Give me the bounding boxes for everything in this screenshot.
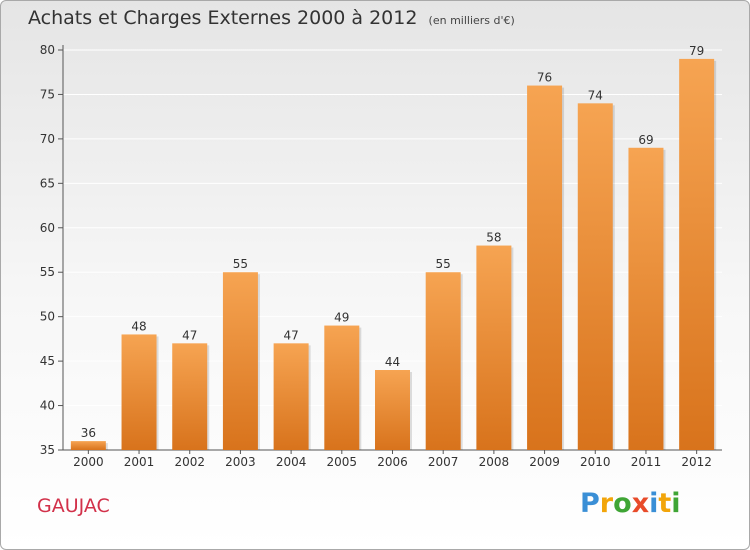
bar-value-label: 76 [537,71,552,85]
bar [375,370,410,450]
y-tick-label: 65 [40,176,55,190]
bar [324,325,360,450]
x-tick-label: 2008 [479,455,510,469]
x-tick-label: 2000 [73,455,104,469]
y-tick-label: 70 [40,132,55,146]
bar [476,245,512,450]
logo-letter: r [599,488,614,519]
bar [273,343,309,450]
x-tick-label: 2006 [377,455,408,469]
x-tick-label: 2003 [225,455,256,469]
bar-value-label: 79 [689,44,704,58]
x-tick-label: 2001 [124,455,155,469]
bar-value-label: 44 [385,355,400,369]
bar [222,272,258,450]
bar-value-label: 36 [81,426,96,440]
x-tick-label: 2007 [428,455,459,469]
y-tick-label: 60 [40,221,55,235]
bar [172,343,208,450]
bar [628,147,664,450]
x-tick-label: 2012 [681,455,712,469]
x-tick-label: 2005 [327,455,358,469]
chart-title: Achats et Charges Externes 2000 à 2012 [28,7,418,29]
bar-value-label: 47 [283,328,298,342]
y-tick-label: 80 [40,43,55,57]
bar-value-label: 49 [334,311,349,325]
y-tick-label: 40 [40,399,55,413]
bar-value-label: 74 [588,88,603,102]
title-row: Achats et Charges Externes 2000 à 2012 (… [28,7,515,29]
bar [679,58,715,451]
bar [527,85,563,451]
bar-value-label: 69 [638,133,653,147]
y-tick-label: 45 [40,354,55,368]
logo-letter: o [613,488,632,519]
bar [425,272,461,450]
bar [577,103,613,450]
logo-letter: i [671,488,681,519]
y-tick-label: 75 [40,87,55,101]
bar [70,441,106,450]
unit-note: (en milliers d'€) [428,14,515,27]
bar-value-label: 55 [233,257,248,271]
x-tick-label: 2004 [276,455,307,469]
bar-value-label: 48 [131,319,146,333]
x-tick-label: 2011 [631,455,662,469]
bar-value-label: 58 [486,231,501,245]
x-tick-label: 2009 [529,455,560,469]
bar-value-label: 55 [436,257,451,271]
bar [121,334,157,450]
x-tick-label: 2002 [174,455,205,469]
y-tick-label: 50 [40,310,55,324]
commune-name: GAUJAC [37,495,110,517]
x-tick-label: 2010 [580,455,611,469]
logo-letter: P [580,488,600,519]
logo-letter: i [649,488,659,519]
y-tick-label: 35 [40,443,55,457]
bar-value-label: 47 [182,328,197,342]
proxiti-logo: Proxiti [580,488,681,519]
logo-letter: x [631,488,650,519]
y-tick-label: 55 [40,265,55,279]
logo-letter: t [658,488,672,519]
